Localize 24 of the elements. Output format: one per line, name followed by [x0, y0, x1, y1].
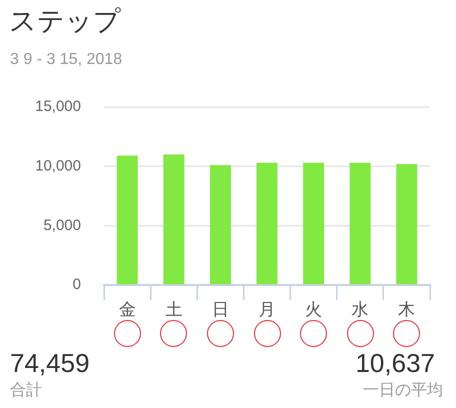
x-tick-label: 月 [258, 300, 276, 319]
y-tick-label: 10,000 [35, 157, 81, 174]
y-tick-label: 5,000 [43, 216, 81, 234]
text: 一日の平均 [363, 382, 443, 400]
x-tick-label: 水 [352, 300, 369, 319]
x-tick-label: 日 [212, 300, 229, 319]
bar [350, 162, 371, 284]
text: 10,637 [355, 348, 435, 379]
bar [256, 162, 278, 284]
text: 合計 [10, 382, 42, 400]
x-tick-label: 金 [118, 300, 136, 319]
x-tick-label: 土 [165, 300, 182, 319]
bar [210, 165, 231, 284]
x-tick-label: 火 [305, 300, 322, 319]
bar [303, 162, 324, 284]
text: 74,459 [10, 348, 90, 379]
bar [163, 154, 184, 284]
y-tick-label: 15,000 [35, 98, 81, 116]
x-tick-label: 木 [398, 300, 416, 319]
chart-title: ステップ [9, 5, 121, 38]
chart-subtitle: 3 9 - 3 15, 2018 [10, 50, 122, 70]
bar [116, 156, 138, 284]
y-tick-label: 0 [72, 276, 81, 294]
bar [396, 164, 418, 284]
